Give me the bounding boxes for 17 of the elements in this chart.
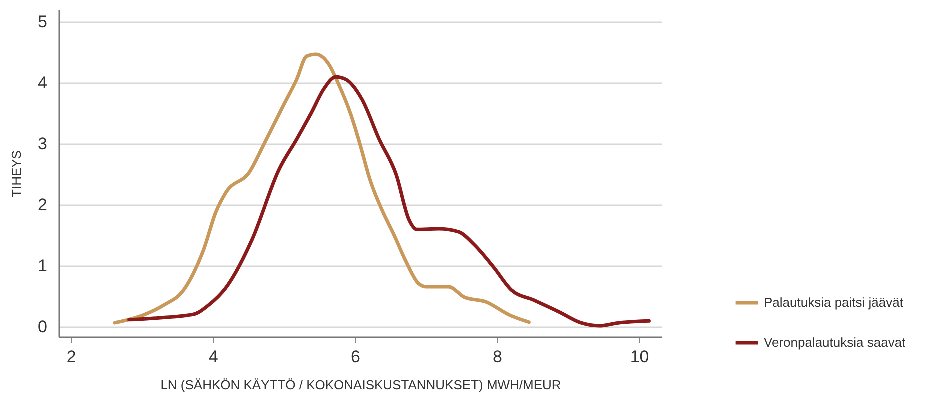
x-tick-label: 2	[66, 348, 76, 366]
line-series	[128, 75, 651, 328]
y-tick-label: 5	[38, 12, 48, 32]
legend-label: Veronpalautuksia saavat	[764, 335, 906, 350]
x-axis-title: LN (SÄHKÖN KÄYTTÖ / KOKONAISKUSTANNUKSET) MWH/MEUR	[160, 378, 562, 392]
y-axis-title: TIHEYS	[9, 150, 24, 198]
x-tick-label: 8	[492, 348, 502, 366]
legend-label: Palautuksia paitsi jäävät	[764, 295, 904, 310]
y-tick-label: 1	[38, 256, 48, 276]
x-tick-label: 6	[350, 348, 360, 366]
y-tick-label: 2	[38, 196, 48, 215]
y-tick-label: 0	[38, 318, 48, 337]
y-tick-label: 3	[38, 134, 48, 154]
y-tick-label: 4	[38, 74, 48, 93]
x-tick-label: 4	[208, 348, 218, 366]
line-series	[113, 52, 531, 325]
x-tick-label: 10	[630, 348, 650, 366]
